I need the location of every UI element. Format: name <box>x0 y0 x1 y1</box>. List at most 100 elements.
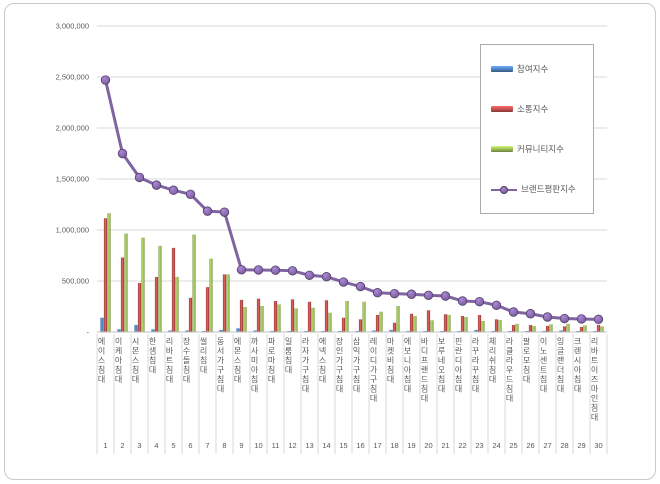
participation-bar <box>593 330 597 332</box>
reputation-marker <box>593 314 604 325</box>
line-series <box>100 75 604 325</box>
communication-bar <box>579 326 584 332</box>
category-label: 잉글랜더침대 <box>556 337 565 394</box>
community-bar <box>566 323 570 332</box>
category-label: 파로마침대 <box>267 337 276 385</box>
y-tick-label: 500,000 <box>62 277 89 286</box>
community-bar <box>141 237 145 332</box>
communication-bar <box>103 218 108 332</box>
category-label: 바디프랜드침대 <box>420 337 429 404</box>
axis-labels: 3,000,000 2,500,000 2,000,000 1,500,000 1,00… <box>56 22 603 451</box>
legend-item-community: 커뮤니티지수 <box>491 143 593 155</box>
communication-bar <box>137 283 142 332</box>
reputation-marker <box>440 291 451 301</box>
participation-bar <box>576 330 580 332</box>
community-bar <box>158 245 162 332</box>
category-label: 에이스침대 <box>97 337 106 385</box>
communication-bar <box>494 319 499 332</box>
community-bar <box>243 307 247 332</box>
communication-bar <box>358 319 363 332</box>
category-label: 레이디가구침대 <box>369 337 378 404</box>
communication-bar <box>120 257 125 332</box>
y-tick-label: 2,500,000 <box>56 73 89 82</box>
community-bar <box>226 274 230 332</box>
rank-label: 24 <box>492 441 500 450</box>
rank-label: 13 <box>305 441 313 450</box>
rank-label: 29 <box>577 441 585 450</box>
category-label: 에보니아침대 <box>403 337 412 394</box>
communication-bar <box>426 310 431 332</box>
communication-bar <box>290 299 295 332</box>
communication-legend-swatch-icon <box>491 106 513 112</box>
reputation-marker <box>491 300 502 310</box>
participation-bar <box>457 330 461 332</box>
reputation-marker <box>559 313 570 324</box>
participation-bar <box>134 324 138 332</box>
reputation-marker <box>219 207 230 217</box>
participation-bar <box>491 330 495 332</box>
rank-label: 17 <box>373 441 381 450</box>
communication-bar <box>596 324 601 332</box>
participation-legend-swatch-icon <box>491 66 513 72</box>
rank-label: 2 <box>120 441 124 450</box>
category-label: 시몬스침대 <box>131 337 140 385</box>
participation-bar <box>525 330 529 332</box>
communication-bar <box>256 298 261 332</box>
communication-bar <box>154 276 159 332</box>
communication-bar <box>460 315 465 332</box>
rank-label: 30 <box>594 441 602 450</box>
category-label: 라클라우드침대 <box>505 337 514 404</box>
participation-bar <box>117 329 121 332</box>
community-bar <box>362 301 366 332</box>
community-bar <box>294 308 298 332</box>
reputation-marker <box>287 266 298 276</box>
line-swatch-marker <box>500 185 508 194</box>
category-label: 이노센트침대 <box>539 337 548 394</box>
participation-bar <box>389 329 393 332</box>
rank-label: 1 <box>103 441 107 450</box>
participation-bar <box>338 330 342 332</box>
category-label: 일룸침대 <box>284 337 293 375</box>
category-label: 동서가구침대 <box>216 337 225 394</box>
communication-bar <box>307 301 312 332</box>
rank-label: 23 <box>475 441 483 450</box>
community-bar <box>549 324 553 332</box>
legend-item-reputation: 브랜드평판지수 <box>491 183 593 195</box>
reputation-marker <box>100 75 111 85</box>
communication-bar <box>222 274 227 332</box>
reputation-marker <box>151 180 162 190</box>
community-bar <box>498 319 502 332</box>
community-bar <box>600 326 604 332</box>
y-tick-label: 3,000,000 <box>56 22 89 31</box>
communication-bar <box>324 300 329 332</box>
reputation-marker <box>270 265 281 275</box>
rank-label: 10 <box>254 441 262 450</box>
y-tick-label: 1,500,000 <box>56 175 89 184</box>
community-bar <box>481 320 485 332</box>
rank-label: 27 <box>543 441 551 450</box>
category-label: 리바트침대 <box>165 337 174 385</box>
community-bar <box>328 312 332 332</box>
reputation-marker <box>372 288 383 298</box>
rank-label: 5 <box>171 441 175 450</box>
community-bar <box>515 323 519 332</box>
participation-bar <box>474 329 478 332</box>
category-label: 씰리침대 <box>199 337 208 375</box>
gridlines <box>97 25 607 282</box>
community-bar <box>260 305 264 332</box>
legend-label: 참여지수 <box>517 64 549 74</box>
communication-bar <box>477 314 482 332</box>
rank-label: 25 <box>509 441 517 450</box>
category-label: 이케아침대 <box>114 337 123 385</box>
legend-label: 커뮤니티지수 <box>517 144 564 154</box>
reputation-marker <box>134 172 145 183</box>
rank-label: 20 <box>424 441 432 450</box>
rank-label: 7 <box>205 441 209 450</box>
participation-bar <box>355 330 359 332</box>
reputation-marker <box>117 148 128 159</box>
reputation-marker <box>457 296 468 306</box>
participation-bar <box>219 329 223 332</box>
category-label: 한샘침대 <box>148 337 157 375</box>
reputation-marker <box>202 206 213 216</box>
